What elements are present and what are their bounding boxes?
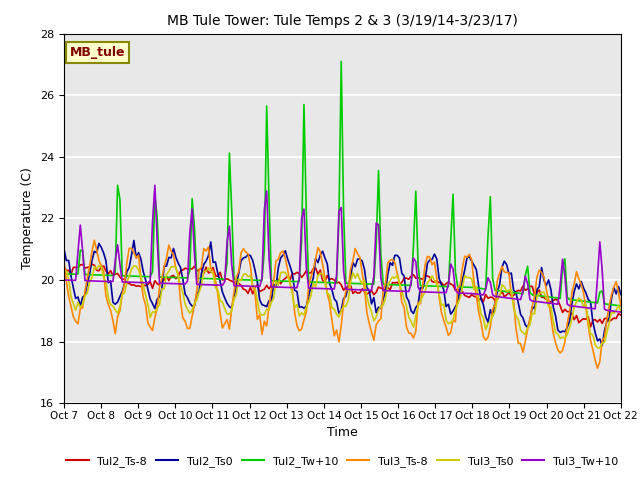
Y-axis label: Temperature (C): Temperature (C): [22, 168, 35, 269]
Title: MB Tule Tower: Tule Temps 2 & 3 (3/19/14-3/23/17): MB Tule Tower: Tule Temps 2 & 3 (3/19/14…: [167, 14, 518, 28]
Text: MB_tule: MB_tule: [70, 46, 125, 59]
Legend: Tul2_Ts-8, Tul2_Ts0, Tul2_Tw+10, Tul3_Ts-8, Tul3_Ts0, Tul3_Tw+10: Tul2_Ts-8, Tul2_Ts0, Tul2_Tw+10, Tul3_Ts…: [62, 452, 623, 471]
X-axis label: Time: Time: [327, 426, 358, 439]
